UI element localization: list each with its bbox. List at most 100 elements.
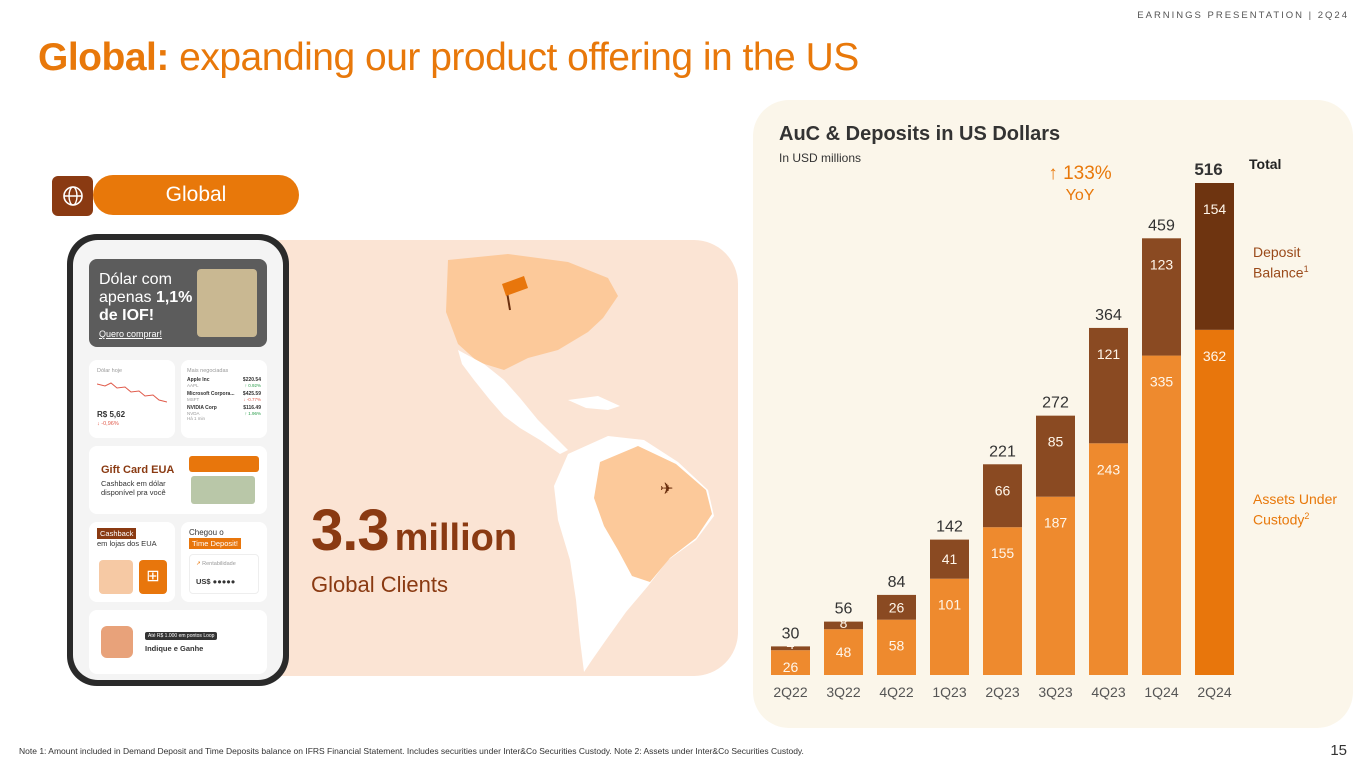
clients-label: Global Clients <box>311 572 448 597</box>
stock-name: Microsoft Corpora... <box>187 391 235 397</box>
stock-row[interactable]: Apple Inc $220.54 <box>187 377 261 383</box>
buy-dollar-link[interactable]: Quero comprar! <box>99 329 163 339</box>
global-pill: Global <box>93 175 299 215</box>
label-deposit-1Q23: 41 <box>942 551 958 567</box>
legend-auc: Assets Under Custody2 <box>1253 491 1337 529</box>
page-title: Global: expanding our product offering i… <box>38 36 859 80</box>
caribbean-shape <box>568 396 620 410</box>
stock-row[interactable]: NVIDIA Corp $116.49 <box>187 405 261 411</box>
fx-card[interactable]: Dólar hoje R$ 5,62 ↓ -0,96% <box>89 360 175 438</box>
legend-deposit: Deposit Balance1 <box>1253 244 1309 282</box>
bar-deposit-3Q22 <box>824 621 863 630</box>
yoy-callout: ↑ 133% YoY <box>1040 163 1120 205</box>
bar-deposit-1Q24 <box>1142 238 1181 356</box>
bar-auc-4Q22 <box>877 619 916 675</box>
clients-number-unit: million <box>394 517 518 559</box>
gift-sub-2: disponível pra você <box>101 488 166 497</box>
deposit-title: Chegou o <box>189 528 224 537</box>
loop-tag: Até R$ 1.000 em pontos Loop <box>145 632 218 640</box>
label-deposit-2Q22: 4 <box>787 636 795 652</box>
page-number: 15 <box>1330 742 1347 759</box>
stock-row[interactable]: Microsoft Corpora... $425.59 <box>187 391 261 397</box>
deposit-tag: Time Deposit! <box>189 538 241 549</box>
airpods-image <box>99 560 133 594</box>
label-deposit-3Q22: 8 <box>840 615 848 631</box>
label-auc-4Q22: 58 <box>889 638 905 654</box>
clients-number-value: 3.3 <box>311 498 390 563</box>
yoy-pct-value: 133% <box>1063 163 1112 184</box>
label-deposit-2Q24: 154 <box>1203 201 1227 217</box>
bar-deposit-3Q23 <box>1036 415 1075 497</box>
usa-shape <box>446 254 618 370</box>
banner-line-2: apenas 1,1% <box>99 289 257 307</box>
bar-auc-2Q23 <box>983 527 1022 675</box>
bar-deposit-2Q23 <box>983 464 1022 528</box>
flag-icon <box>502 276 528 296</box>
time-deposit-card[interactable]: Chegou o Time Deposit! ↗ Rentabilidade U… <box>181 522 267 602</box>
fx-change: ↓ -0,96% <box>97 421 119 427</box>
gift-title: Gift Card EUA <box>101 464 175 476</box>
legend-deposit-line-2: Balance <box>1253 264 1304 281</box>
tick-label-2Q24: 2Q24 <box>1197 684 1231 700</box>
label-deposit-4Q23: 121 <box>1097 346 1121 362</box>
legend-deposit-sup: 1 <box>1303 264 1309 274</box>
yoy-label: YoY <box>1065 187 1095 204</box>
gift-card-card[interactable]: Gift Card EUA Cashback em dólar disponív… <box>89 446 267 514</box>
tick-label-3Q22: 3Q22 <box>826 684 860 700</box>
label-auc-3Q23: 187 <box>1044 515 1068 531</box>
map-background: ✈ <box>208 240 738 676</box>
stock-change: ↑ 0.92% <box>244 383 261 388</box>
stock-row-sub: NVDA ↑ 1.96% <box>187 411 261 416</box>
referral-card[interactable]: Até R$ 1.000 em pontos Loop Indique e Ga… <box>89 610 267 674</box>
tick-label-4Q23: 4Q23 <box>1091 684 1125 700</box>
gift-sub-1: Cashback em dólar <box>101 479 166 488</box>
label-total-3Q23: 272 <box>1042 395 1069 412</box>
bar-deposit-2Q24 <box>1195 183 1234 330</box>
cashback-sub: em lojas dos EUA <box>97 539 157 548</box>
stock-change: ↑ 1.96% <box>244 411 261 416</box>
dollar-banner: Dólar com apenas 1,1% de IOF! Quero comp… <box>89 259 267 347</box>
label-total-2Q23: 221 <box>989 443 1016 460</box>
brazil-shape <box>594 446 712 582</box>
stock-ticker: NVDA <box>187 411 200 416</box>
stock-price: $425.59 <box>242 391 261 397</box>
label-deposit-2Q23: 66 <box>995 482 1011 498</box>
mexico-shape <box>458 350 568 454</box>
deposit-rent: ↗ Rentabilidade <box>196 561 236 567</box>
chart-subtitle: In USD millions <box>779 151 862 165</box>
label-total-4Q22: 84 <box>888 574 906 591</box>
bar-deposit-4Q23 <box>1089 327 1128 444</box>
referral-avatar <box>101 626 133 658</box>
chart-title: AuC & Deposits in US Dollars <box>779 123 1061 145</box>
deposit-rent-label: Rentabilidade <box>202 561 236 567</box>
label-auc-3Q22: 48 <box>836 644 852 660</box>
cashback-card[interactable]: Cashback em lojas dos EUA ⊞ <box>89 522 175 602</box>
banner-pct: 1,1% <box>155 289 193 306</box>
up-arrow-icon: ↑ <box>1048 163 1058 184</box>
stock-name: NVIDIA Corp <box>187 405 217 411</box>
label-auc-2Q22: 26 <box>783 659 799 675</box>
presentation-tag: EARNINGS PRESENTATION | 2Q24 <box>1137 10 1349 21</box>
banner-line-2-text: apenas <box>99 289 156 306</box>
trend-icon: ↗ <box>196 561 201 567</box>
bar-deposit-1Q23 <box>930 539 969 579</box>
globe-icon <box>52 176 93 216</box>
legend-deposit-line-1: Deposit <box>1253 244 1301 260</box>
title-rest: expanding our product offering in the US <box>168 36 859 79</box>
cart-icon: ⊞ <box>139 560 167 594</box>
banner-line-3: de IOF! <box>99 307 155 324</box>
label-auc-2Q24: 362 <box>1203 348 1227 364</box>
most-traded-card[interactable]: Mais negociadas Apple Inc $220.54 AAPL ↑ 0… <box>181 360 267 438</box>
loop-label: Indique e Ganhe <box>145 644 204 653</box>
tick-label-1Q23: 1Q23 <box>932 684 966 700</box>
label-auc-1Q24: 335 <box>1150 374 1174 390</box>
stock-ticker: AAPL <box>187 383 199 388</box>
stock-name: Apple Inc <box>187 377 210 383</box>
store-logos <box>189 456 259 472</box>
yoy-pct: ↑ 133% <box>1040 163 1120 185</box>
bar-auc-2Q24 <box>1195 329 1234 675</box>
tick-label-2Q22: 2Q22 <box>773 684 807 700</box>
legend-auc-line-1: Assets Under <box>1253 491 1338 507</box>
legend-auc-line-2: Custody <box>1253 511 1305 528</box>
